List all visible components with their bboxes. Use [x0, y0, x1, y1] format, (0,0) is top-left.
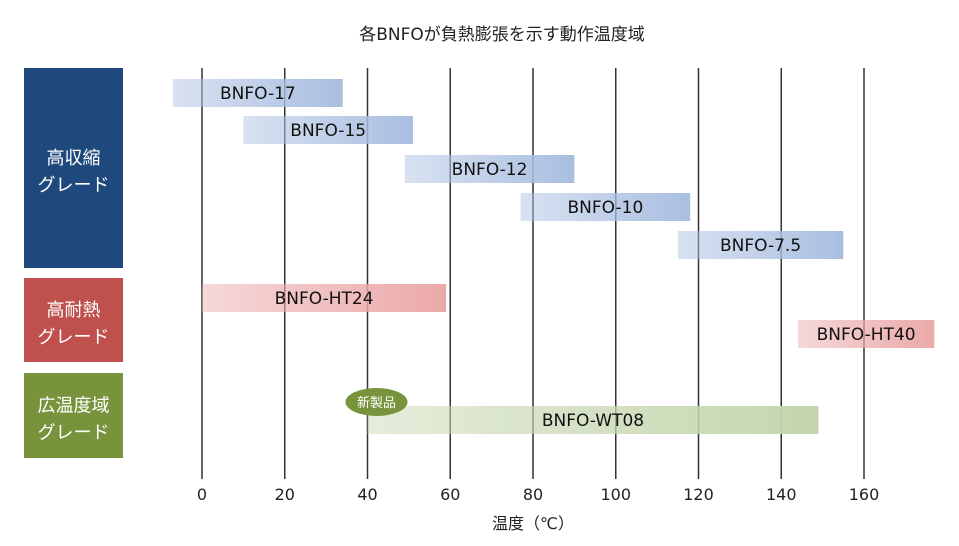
x-tick-label: 40	[357, 485, 377, 504]
group-label: グレード	[38, 175, 110, 196]
x-tick-label: 20	[275, 485, 295, 504]
bar-label: BNFO-7.5	[720, 236, 801, 256]
x-tick-label: 160	[849, 485, 880, 504]
x-tick-label: 120	[683, 485, 714, 504]
range-bar	[173, 79, 343, 107]
group-label: 高収縮	[47, 148, 101, 169]
range-bar	[367, 406, 819, 434]
bar-label: BNFO-HT24	[275, 289, 374, 309]
bar-label: BNFO-10	[568, 198, 644, 218]
range-bar	[677, 231, 844, 259]
range-bar	[243, 116, 414, 144]
group-label: グレード	[38, 327, 110, 348]
range-bar	[404, 155, 575, 183]
range-bar	[202, 284, 447, 312]
x-tick-label: 100	[600, 485, 631, 504]
group-label: 高耐熱	[47, 300, 101, 321]
x-tick-label: 0	[197, 485, 207, 504]
x-tick-label: 60	[440, 485, 460, 504]
x-axis-label: 温度（℃）	[492, 514, 574, 533]
range-bar	[797, 320, 935, 348]
badge-label: 新製品	[357, 395, 396, 411]
group-box	[24, 278, 123, 362]
bar-label: BNFO-WT08	[542, 411, 644, 431]
group-label: 広温度域	[38, 396, 110, 417]
x-tick-label: 140	[766, 485, 797, 504]
group-box	[24, 373, 123, 458]
chart-title: 各BNFOが負熱膨張を示す動作温度域	[359, 25, 645, 45]
group-box	[24, 68, 123, 268]
bar-label: BNFO-12	[452, 160, 528, 180]
bar-label: BNFO-HT40	[817, 325, 916, 345]
new-product-badge	[345, 388, 408, 416]
bar-label: BNFO-15	[290, 121, 366, 141]
range-bar	[520, 193, 691, 221]
group-label: グレード	[38, 423, 110, 444]
bar-label: BNFO-17	[220, 84, 296, 104]
x-tick-label: 80	[523, 485, 543, 504]
